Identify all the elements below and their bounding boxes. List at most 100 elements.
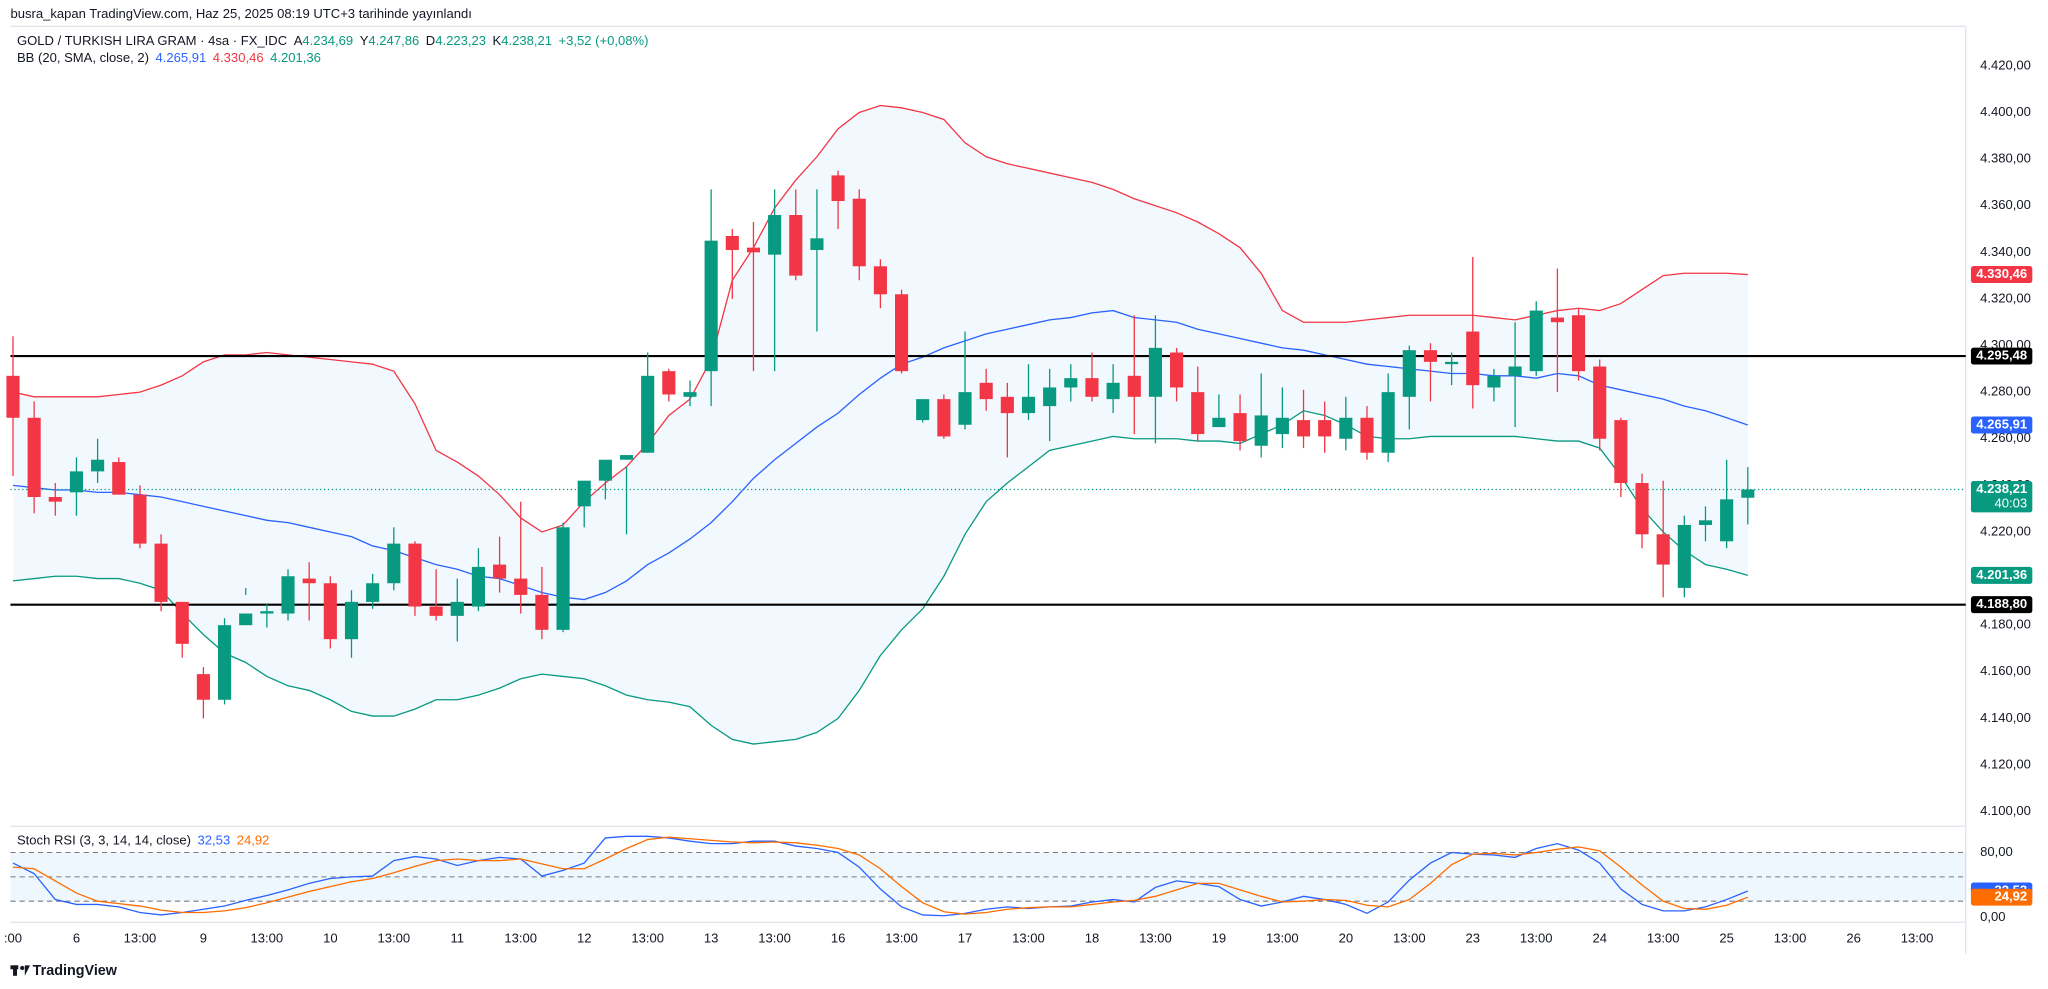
header: busra_kapan TradingView.com, Haz 25, 202…	[10, 6, 471, 21]
candle-body	[1677, 524, 1691, 588]
candle-body	[27, 417, 41, 498]
price-tag	[1970, 416, 2033, 434]
indicator-name: Stoch RSI (3, 3, 14, 14, close)	[17, 833, 191, 848]
logo-icon	[13, 965, 17, 976]
candle-body	[471, 566, 485, 607]
y-tick-label: 4.160,00	[1980, 663, 2031, 678]
x-tick-label: 13:00	[1901, 931, 1934, 946]
price-tag	[1970, 596, 2033, 614]
candle-body	[493, 564, 507, 579]
candle-body	[1275, 417, 1289, 435]
x-tick-label: 13:00	[1393, 931, 1426, 946]
candle-body	[302, 578, 316, 584]
legend-change: +3,52 (+0,08%)	[559, 33, 649, 48]
candle-body	[958, 392, 972, 425]
candle-body	[175, 601, 189, 644]
candle-body	[1106, 382, 1120, 400]
logo-icon	[20, 965, 25, 971]
indicator-value: 4.330,46	[213, 50, 264, 65]
candle-body	[1233, 413, 1247, 442]
legend-value: 4.234,69	[302, 33, 353, 48]
legend-value: 4.247,86	[368, 33, 419, 48]
candle-body	[1614, 420, 1628, 484]
x-tick-label: 6	[73, 931, 80, 946]
indicator-legend: Stoch RSI (3, 3, 14, 14, close) 32,53 24,9…	[17, 833, 269, 848]
candle-body	[48, 497, 62, 502]
candle-body	[1064, 378, 1078, 388]
candle-body	[429, 606, 443, 616]
y-tick-label: 4.140,00	[1980, 710, 2031, 725]
candle-body	[662, 371, 676, 395]
x-tick-label: 13	[704, 931, 719, 946]
legend-value: 4.223,23	[435, 33, 486, 48]
candle-body	[937, 399, 951, 437]
bb-line	[12, 410, 1748, 745]
price-tag	[1970, 347, 2033, 365]
countdown: 40:03	[1994, 495, 2027, 510]
legend-key: Y	[360, 33, 369, 48]
candle-body	[810, 238, 824, 250]
value-tag-label: 24,92	[1994, 889, 2027, 904]
y-tick-label: 0,00	[1980, 909, 2005, 924]
x-tick-label: 13:00	[1012, 931, 1045, 946]
candle-body	[1318, 420, 1332, 437]
candle-body	[1170, 352, 1184, 388]
x-tick-label: 13:00	[1139, 931, 1172, 946]
band-fill	[12, 105, 1748, 745]
candle-body	[1423, 350, 1438, 362]
y-tick-label: 80,00	[1980, 844, 2013, 859]
candle-body	[768, 215, 782, 255]
candle-body	[112, 462, 126, 495]
candle-body	[916, 399, 930, 421]
x-tick-label: 10	[323, 931, 338, 946]
candle-body	[91, 459, 105, 472]
x-tick-label: 23	[1466, 931, 1481, 946]
stoch-line	[12, 836, 1749, 915]
candle-body	[344, 601, 359, 640]
candle-body	[154, 543, 168, 602]
candle-body	[1000, 396, 1014, 414]
bb-line	[12, 309, 1749, 601]
candle-body	[133, 494, 147, 544]
x-tick-label: 13:00	[251, 931, 284, 946]
logo-text: TradingView	[33, 963, 118, 979]
x-tick-label: :00	[4, 931, 22, 946]
y-tick-label: 4.380,00	[1980, 151, 2031, 166]
candle-body	[556, 527, 570, 630]
candle-body	[1466, 331, 1480, 386]
candle-body	[852, 198, 866, 267]
candle-body	[1698, 520, 1713, 525]
indicator-name: BB (20, SMA, close, 2)	[17, 50, 149, 65]
y-tick-label: 4.340,00	[1980, 244, 2031, 259]
y-tick-label: 4.120,00	[1980, 756, 2031, 771]
price-tag	[1970, 481, 2033, 513]
candle-body	[1741, 489, 1755, 498]
candle-body	[1339, 417, 1353, 439]
candle-body	[1550, 317, 1564, 323]
y-tick-label: 4.100,00	[1980, 803, 2031, 818]
candle-body	[535, 594, 549, 630]
x-tick-label: 18	[1085, 931, 1100, 946]
candle-body	[746, 247, 761, 253]
candle-body	[514, 578, 528, 595]
candle-body	[1402, 350, 1416, 397]
candle-body	[281, 576, 295, 614]
x-tick-label: 9	[200, 931, 207, 946]
legend-key: D	[426, 33, 435, 48]
y-tick-label: 4.320,00	[1980, 290, 2031, 305]
legend-key: K	[493, 33, 502, 48]
candle-body	[619, 455, 634, 460]
candle-body	[1043, 387, 1057, 407]
candle-body	[873, 266, 887, 295]
x-tick-label: 13:00	[885, 931, 918, 946]
x-tick-label: 12	[577, 931, 592, 946]
indicator-value: 32,53	[198, 833, 231, 848]
candle-body	[323, 583, 337, 640]
y-tick-label: 4.260,00	[1980, 430, 2031, 445]
candle-body	[1720, 499, 1734, 542]
y-tick-label: 4.280,00	[1980, 384, 2031, 399]
legend-key: A	[294, 33, 303, 48]
x-tick-label: 13:00	[124, 931, 157, 946]
candle-body	[1593, 366, 1607, 439]
